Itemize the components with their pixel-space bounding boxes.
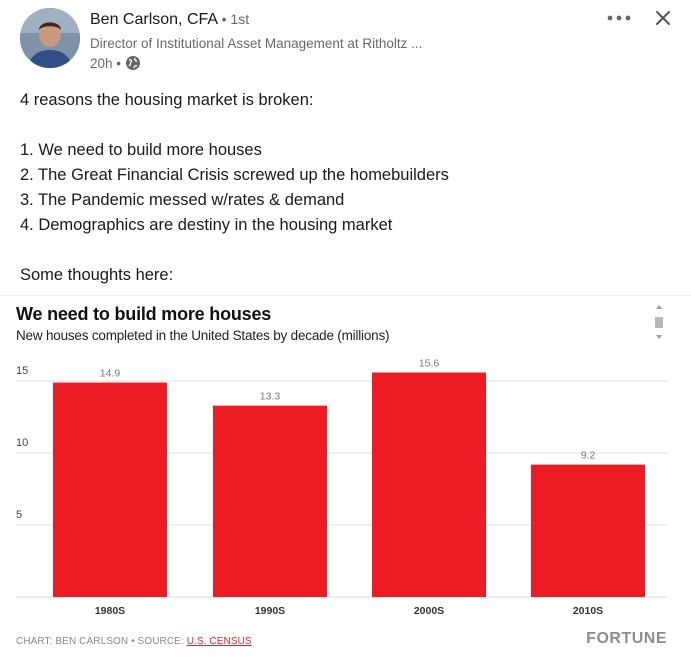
chart-subtitle: New houses completed in the United State… bbox=[16, 328, 390, 343]
y-tick-label: 15 bbox=[16, 365, 28, 377]
data-label: 9.2 bbox=[581, 450, 596, 462]
author-name[interactable]: Ben Carlson, CFA bbox=[90, 11, 218, 28]
data-label: 14.9 bbox=[100, 368, 121, 380]
post-text-line: 2. The Great Financial Crisis screwed up… bbox=[20, 166, 449, 184]
post-text-line: 4. Demographics are destiny in the housi… bbox=[20, 216, 393, 234]
post-text-line: 3. The Pandemic messed w/rates & demand bbox=[20, 191, 345, 209]
bar-chart: 5 10 15 14.9 1980S 13.3 1990S 15.6 2000S 9.2 2010S bbox=[16, 358, 667, 617]
connection-degree: • 1st bbox=[221, 11, 250, 27]
author-headline: Director of Institutional Asset Manageme… bbox=[90, 36, 423, 51]
post-text-line: 4 reasons the housing market is broken: bbox=[20, 91, 314, 109]
x-tick-label: 1990S bbox=[255, 605, 285, 617]
post-time: 20h • bbox=[90, 55, 122, 71]
bar bbox=[372, 372, 486, 597]
avatar[interactable] bbox=[20, 8, 80, 68]
source-link[interactable]: U.S. CENSUS bbox=[186, 636, 252, 647]
x-tick-label: 2010S bbox=[573, 605, 603, 617]
globe-icon bbox=[125, 55, 141, 71]
data-label: 15.6 bbox=[419, 358, 440, 370]
chart-credit: CHART: BEN CARLSON • SOURCE: U.S. CENSUS bbox=[16, 636, 252, 647]
post-text-line bbox=[20, 238, 680, 263]
data-label: 13.3 bbox=[260, 391, 281, 403]
bar bbox=[213, 405, 327, 597]
chart-credit-text: CHART: BEN CARLSON • SOURCE: bbox=[16, 636, 187, 647]
chart-title: We need to build more houses bbox=[16, 304, 272, 324]
y-tick-label: 10 bbox=[16, 437, 28, 449]
post-text-line bbox=[20, 113, 680, 138]
y-tick-label: 5 bbox=[16, 509, 22, 521]
more-horizontal-icon bbox=[607, 15, 631, 21]
more-options-button[interactable] bbox=[602, 4, 636, 32]
post-text-line: Some thoughts here: bbox=[20, 266, 174, 284]
fortune-logo: FORTUNE bbox=[586, 630, 667, 647]
author-line: Ben Carlson, CFA • 1st bbox=[90, 11, 249, 29]
post-chart-image[interactable]: 5 10 15 14.9 1980S 13.3 1990S 15.6 2000S 9.2 2010S… bbox=[0, 295, 691, 661]
bar bbox=[53, 382, 167, 597]
x-tick-label: 2000S bbox=[414, 605, 444, 617]
close-icon bbox=[656, 11, 670, 25]
post-header: Ben Carlson, CFA • 1st Director of Insti… bbox=[0, 0, 691, 80]
x-tick-label: 1980S bbox=[95, 605, 125, 617]
post-meta: 20h • bbox=[90, 55, 141, 71]
bar bbox=[531, 464, 645, 597]
chart-scrollbar[interactable] bbox=[652, 302, 666, 342]
close-button[interactable] bbox=[648, 4, 678, 32]
post-text-line: 1. We need to build more houses bbox=[20, 141, 262, 159]
post-text: 4 reasons the housing market is broken: … bbox=[20, 88, 680, 288]
